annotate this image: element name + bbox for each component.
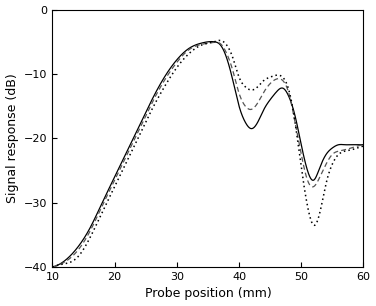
Y-axis label: Signal response (dB): Signal response (dB) bbox=[6, 73, 18, 203]
X-axis label: Probe position (mm): Probe position (mm) bbox=[145, 287, 271, 300]
